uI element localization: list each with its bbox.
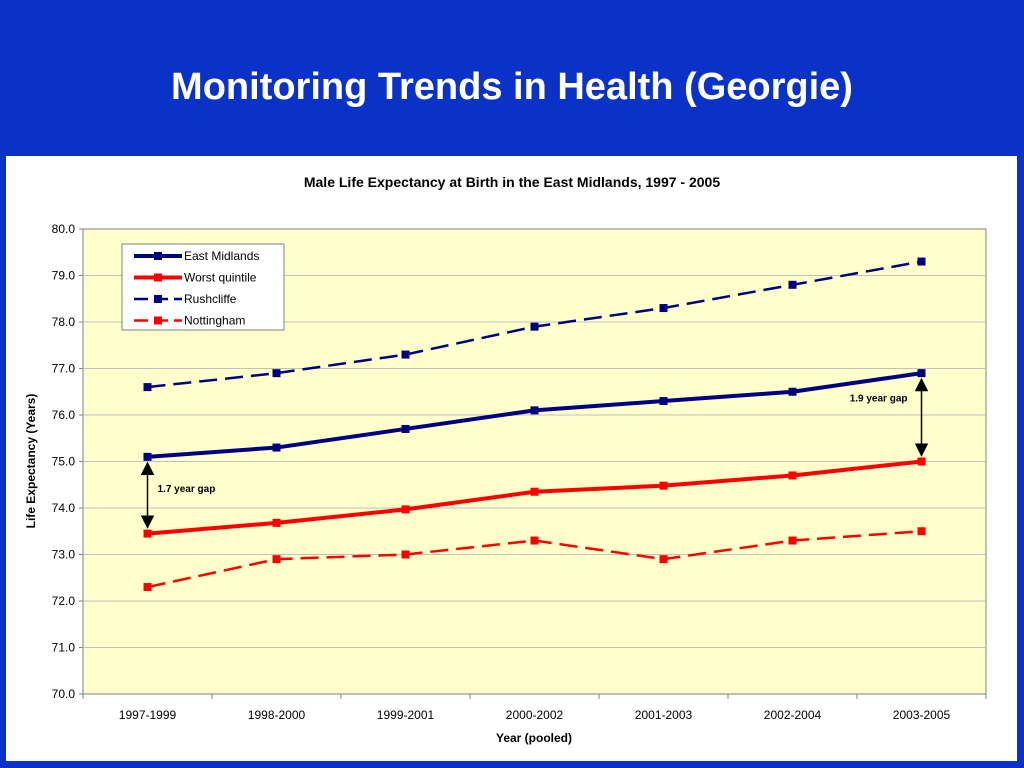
data-point bbox=[272, 555, 281, 564]
y-tick-label: 78.0 bbox=[52, 315, 76, 329]
series-rushcliffe bbox=[143, 257, 926, 392]
x-axis-title: Year (pooled) bbox=[496, 731, 572, 745]
y-axis-title: Life Expectancy (Years) bbox=[24, 394, 38, 529]
x-tick-label: 2003-2005 bbox=[893, 708, 951, 722]
series-east-midlands bbox=[143, 369, 926, 461]
x-tick-label: 1999-2001 bbox=[377, 708, 435, 722]
slide-title: Monitoring Trends in Health (Georgie) bbox=[171, 66, 853, 108]
series-worst-quintile bbox=[143, 457, 926, 538]
legend-item: East Midlands bbox=[134, 249, 259, 263]
x-tick-label: 2000-2002 bbox=[506, 708, 564, 722]
line-chart: Male Life Expectancy at Birth in the Eas… bbox=[24, 174, 987, 745]
y-tick-label: 76.0 bbox=[52, 408, 76, 422]
data-point bbox=[917, 527, 926, 536]
x-tick-label: 2001-2003 bbox=[635, 708, 693, 722]
data-point bbox=[917, 257, 926, 266]
data-point bbox=[788, 471, 797, 480]
data-point bbox=[272, 369, 281, 378]
data-point bbox=[143, 583, 152, 592]
data-point bbox=[659, 304, 668, 313]
legend-marker bbox=[154, 273, 162, 282]
data-point bbox=[401, 550, 410, 559]
legend-label: East Midlands bbox=[184, 249, 259, 263]
legend: East Midlands Worst quintile Rushcliffe Not… bbox=[121, 243, 285, 331]
data-point bbox=[272, 443, 281, 452]
x-axis-ticks: 1997-1999 1998-2000 1999-2001 2000-2002 2001… bbox=[82, 694, 987, 722]
data-point bbox=[788, 280, 797, 289]
y-tick-label: 74.0 bbox=[52, 501, 76, 515]
data-point bbox=[401, 350, 410, 359]
data-point bbox=[530, 536, 539, 545]
y-tick-label: 71.0 bbox=[52, 641, 76, 655]
data-point bbox=[401, 505, 410, 514]
data-point bbox=[143, 529, 152, 538]
data-point bbox=[788, 387, 797, 396]
x-tick-label: 1998-2000 bbox=[248, 708, 306, 722]
legend-marker bbox=[154, 316, 162, 325]
data-point bbox=[530, 487, 539, 496]
y-tick-label: 70.0 bbox=[52, 687, 76, 701]
annotations: 1.7 year gap 1.9 year gap bbox=[140, 377, 929, 529]
legend-item: Nottingham bbox=[134, 314, 245, 328]
legend-item: Worst quintile bbox=[134, 271, 257, 285]
data-point bbox=[530, 406, 539, 415]
y-axis-ticks: 70.0 71.0 72.0 73.0 74.0 75.0 76.0 77.0 78.0 79.0… bbox=[52, 222, 83, 701]
data-point bbox=[659, 555, 668, 564]
data-point bbox=[272, 518, 281, 527]
legend-marker bbox=[154, 295, 162, 303]
gap-annotation: 1.9 year gap bbox=[850, 393, 908, 404]
series-layer bbox=[143, 257, 926, 592]
legend-label: Worst quintile bbox=[184, 271, 257, 285]
y-tick-label: 80.0 bbox=[52, 222, 76, 236]
legend-label: Nottingham bbox=[184, 314, 245, 328]
y-tick-label: 72.0 bbox=[52, 594, 76, 608]
data-point bbox=[143, 452, 152, 461]
x-tick-label: 2002-2004 bbox=[764, 708, 822, 722]
chart-panel: Male Life Expectancy at Birth in the Eas… bbox=[6, 156, 1017, 761]
y-tick-label: 77.0 bbox=[52, 362, 76, 376]
data-point bbox=[917, 369, 926, 378]
legend-label: Rushcliffe bbox=[184, 292, 237, 306]
data-point bbox=[917, 457, 926, 466]
data-point bbox=[659, 397, 668, 406]
legend-item: Rushcliffe bbox=[134, 292, 237, 306]
y-tick-label: 79.0 bbox=[52, 269, 76, 283]
data-point bbox=[659, 481, 668, 490]
legend-marker bbox=[154, 252, 162, 260]
gap-annotation: 1.7 year gap bbox=[158, 484, 216, 495]
data-point bbox=[530, 322, 539, 331]
y-tick-label: 75.0 bbox=[52, 455, 76, 469]
series-nottingham bbox=[143, 527, 926, 592]
chart-title: Male Life Expectancy at Birth in the Eas… bbox=[304, 174, 720, 190]
x-tick-label: 1997-1999 bbox=[119, 708, 177, 722]
y-tick-label: 73.0 bbox=[52, 548, 76, 562]
data-point bbox=[401, 424, 410, 433]
data-point bbox=[788, 536, 797, 545]
data-point bbox=[143, 383, 152, 392]
